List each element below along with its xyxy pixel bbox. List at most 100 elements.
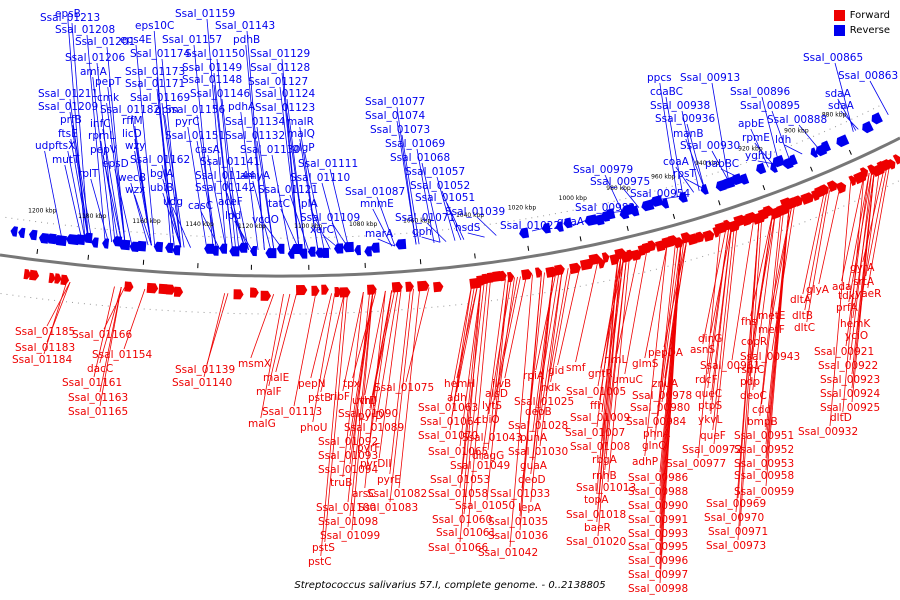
reverse-gene-label: malR xyxy=(287,116,314,128)
forward-leader-line xyxy=(364,290,386,396)
reverse-gene-label: Ssal_01071 xyxy=(395,212,455,224)
forward-gene-label: Ssal_00921 xyxy=(814,346,874,358)
reverse-gene-label: rplT xyxy=(78,168,99,180)
reverse-gene-label: Ssal_01057 xyxy=(405,166,465,178)
reverse-gene-label: rpmL xyxy=(88,130,115,142)
reverse-gene-label: ftsX xyxy=(55,140,75,152)
reverse-gene-label: Ssal_01151 xyxy=(165,130,225,142)
forward-gene-label: Ssal_01005 xyxy=(566,386,626,398)
reverse-gene xyxy=(770,162,778,173)
forward-gene-label: Ssal_00925 xyxy=(820,402,880,414)
forward-leader-line xyxy=(99,286,122,364)
reverse-gene xyxy=(605,208,616,220)
tick-label: 1100 kbp xyxy=(294,223,322,230)
forward-leader-line xyxy=(657,241,682,417)
forward-gene xyxy=(804,192,814,204)
reverse-gene-label: Ssal_01149 xyxy=(182,62,242,74)
forward-gene xyxy=(321,284,329,295)
reverse-gene-label: wecB xyxy=(118,172,146,184)
tick-label: 940 kbp xyxy=(695,160,720,167)
reverse-gene-label: Ssal_01209 xyxy=(38,101,98,113)
forward-gene-label: punA xyxy=(520,432,548,444)
forward-gene-label: ada xyxy=(832,281,852,293)
forward-gene xyxy=(166,284,176,295)
reverse-gene xyxy=(541,222,551,234)
forward-leader-line xyxy=(389,288,414,503)
forward-leader-line xyxy=(203,293,226,378)
forward-gene-label: prfA xyxy=(836,302,859,314)
forward-leader-line xyxy=(389,289,411,475)
forward-gene-label: arsC xyxy=(352,488,376,500)
forward-gene-label: rnhB xyxy=(592,470,617,482)
forward-gene xyxy=(554,264,565,276)
reverse-gene-label: Ssal_01069 xyxy=(385,138,445,150)
forward-gene-label: umuC xyxy=(612,374,643,386)
reverse-gene-label: Ssal_00979 xyxy=(573,164,633,176)
forward-leader-line xyxy=(851,170,875,403)
tick-label: 980 kbp xyxy=(606,185,631,192)
forward-gene-label: Ssal_00972 xyxy=(682,444,742,456)
reverse-gene-label: Ssal_01077 xyxy=(365,96,425,108)
forward-leader-line xyxy=(342,292,364,478)
forward-gene-label: Ssal_01165 xyxy=(68,406,128,418)
reverse-gene-label: Ssal_01173 xyxy=(125,66,185,78)
forward-gene-label: Ssal_01184 xyxy=(12,354,72,366)
forward-gene-label: Ssal_01075 xyxy=(374,382,434,394)
reverse-leader-line xyxy=(231,166,249,250)
forward-gene-label: Ssal_01042 xyxy=(478,547,538,559)
reverse-gene-label: Ssal_00975 xyxy=(590,176,650,188)
reverse-gene-label: Ssal_01208 xyxy=(55,24,115,36)
reverse-leader-line xyxy=(441,190,462,241)
reverse-gene-label: Ssal_01146 xyxy=(190,88,250,100)
forward-gene-label: Ssal_01098 xyxy=(318,516,378,528)
reverse-gene-label: rpsT xyxy=(673,168,696,180)
reverse-gene-label: amiA xyxy=(80,66,108,78)
forward-leader-line xyxy=(557,265,581,366)
reverse-gene-label: Ssal_01132 xyxy=(225,130,285,142)
reverse-leader-line xyxy=(329,168,350,249)
forward-gene xyxy=(588,253,601,266)
reverse-leader-line xyxy=(70,138,89,240)
reverse-gene-label: rffM xyxy=(122,115,143,127)
forward-gene-label: phoU xyxy=(300,422,327,434)
reverse-leader-line xyxy=(686,123,705,190)
forward-leader-line xyxy=(268,293,291,387)
forward-gene-label: Ssal_00980 xyxy=(630,402,690,414)
forward-gene-label: Ssal_01166 xyxy=(72,329,132,341)
reverse-leader-line xyxy=(196,114,217,249)
forward-gene xyxy=(793,195,803,207)
reverse-leader-line xyxy=(67,150,86,240)
reverse-gene xyxy=(91,237,99,248)
forward-gene-label: Ssal_01020 xyxy=(566,536,626,548)
forward-gene-label: Ssal_01053 xyxy=(430,474,490,486)
legend-forward-label: Forward xyxy=(849,10,890,21)
forward-leader-line xyxy=(260,294,284,419)
reverse-leader-line xyxy=(221,98,240,250)
forward-gene-label: cdd xyxy=(752,404,771,416)
forward-leader-line xyxy=(481,278,506,461)
forward-leader-line xyxy=(752,211,776,391)
forward-gene xyxy=(762,205,774,217)
forward-leader-line xyxy=(597,257,622,537)
reverse-gene-label: Ssal_01074 xyxy=(365,110,425,122)
forward-gene-label: glmS xyxy=(632,358,659,370)
reverse-gene-label: epsD xyxy=(102,158,129,170)
reverse-leader-line xyxy=(196,140,217,249)
forward-gene-label: gid xyxy=(548,365,564,377)
reverse-gene-label: Ssal_01171 xyxy=(125,78,185,90)
reverse-leader-line xyxy=(206,18,227,250)
reverse-gene-label: Ssal_01141 xyxy=(200,156,260,168)
forward-gene-label: ndk xyxy=(541,382,561,394)
forward-leader-line xyxy=(661,241,685,403)
forward-leader-line xyxy=(504,275,527,379)
kbp-ticks: 1200 kbp 1180 kbp 1160 kbp 1140 kbp 1120 kbp… xyxy=(28,111,852,270)
forward-genes-track xyxy=(23,154,900,301)
reverse-leader-line xyxy=(106,46,126,244)
reverse-leader-line xyxy=(279,86,300,251)
forward-leader-line xyxy=(349,291,374,517)
forward-leader-line xyxy=(449,282,473,431)
forward-gene-label: metF xyxy=(758,324,785,336)
tick-mark xyxy=(579,236,582,242)
